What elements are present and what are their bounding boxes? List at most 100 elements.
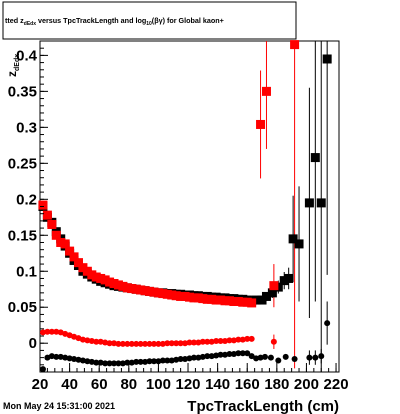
data-point-circle <box>79 336 86 343</box>
data-point-circle <box>306 354 313 361</box>
data-point-circle <box>182 340 189 347</box>
data-point-circle <box>115 360 122 367</box>
title-log-sub: 10 <box>146 21 152 27</box>
data-point-circle <box>195 339 202 346</box>
data-point-circle <box>102 360 109 367</box>
x-tick-label: 200 <box>294 376 319 393</box>
data-point-circle <box>230 351 237 358</box>
axis-ticks-layer <box>39 40 337 373</box>
data-point-circle <box>84 337 91 344</box>
data-point-circle <box>84 358 91 365</box>
data-point-circle <box>244 335 251 342</box>
x-tick-label: 220 <box>324 376 349 393</box>
data-point-circle <box>168 340 175 347</box>
title-z-sub: dEdx <box>24 21 36 27</box>
data-point-circle <box>128 359 135 366</box>
x-tick-label: 80 <box>120 376 137 393</box>
data-point-circle <box>106 360 113 367</box>
data-point-circle <box>159 357 166 364</box>
data-point-circle <box>222 351 229 358</box>
data-point-circle <box>267 354 274 361</box>
data-point-circle <box>88 358 95 365</box>
data-point-circle <box>128 340 135 347</box>
data-point-circle <box>177 340 184 347</box>
data-point-square <box>267 288 277 298</box>
data-point-circle <box>182 356 189 363</box>
data-point-circle <box>282 353 289 360</box>
data-point-circle <box>270 338 277 345</box>
data-point-circle <box>53 328 60 335</box>
data-point-circle <box>164 340 171 347</box>
data-point-square <box>247 298 257 308</box>
data-point-circle <box>150 340 157 347</box>
data-point-circle <box>150 358 157 365</box>
data-point-circle <box>88 338 95 345</box>
data-point-circle <box>239 336 246 343</box>
x-tick-label: 40 <box>61 376 78 393</box>
y-tick-label: 0.25 <box>8 155 37 172</box>
x-axis-title: TpcTrackLength (cm) <box>187 398 339 414</box>
data-point-circle <box>142 358 149 365</box>
x-tick-label: 120 <box>176 376 201 393</box>
data-point-circle <box>119 360 126 367</box>
data-point-circle <box>48 328 55 335</box>
data-point-circle <box>173 356 180 363</box>
y-tick-labels: 0 0.05 0.1 0.15 0.2 0.25 0.3 0.35 0.4 <box>8 47 38 352</box>
data-point-square <box>284 273 294 283</box>
y-tick-label: 0.05 <box>8 299 37 316</box>
data-point-circle <box>159 340 166 347</box>
data-point-circle <box>44 328 51 335</box>
data-point-square <box>310 153 320 163</box>
data-point-square <box>269 281 279 291</box>
y-tick-label: 0.3 <box>16 119 37 136</box>
data-point-square <box>42 210 52 220</box>
y-axis-title-main: z <box>5 71 19 77</box>
data-point-circle <box>226 351 233 358</box>
data-point-circle <box>66 355 73 362</box>
data-point-circle <box>137 340 144 347</box>
data-point-square <box>316 198 326 208</box>
data-point-circle <box>57 353 64 360</box>
data-point-circle <box>312 354 319 361</box>
data-point-square <box>261 291 271 301</box>
data-point-circle <box>226 337 233 344</box>
data-point-circle <box>142 340 149 347</box>
data-point-circle <box>253 355 260 362</box>
data-point-circle <box>195 354 202 361</box>
data-point-square <box>304 198 314 208</box>
data-point-square <box>65 246 75 256</box>
date-stamp: Mon May 24 15:31:00 2021 <box>3 401 115 411</box>
data-point-circle <box>93 338 100 345</box>
y-tick-label: 0.1 <box>16 263 37 280</box>
data-point-circle <box>137 358 144 365</box>
x-tick-label: 20 <box>32 376 49 393</box>
x-tick-labels: 20 40 60 80 100 120 140 160 180 200 220 <box>32 376 349 393</box>
data-point-circle <box>168 357 175 364</box>
data-point-circle <box>186 355 193 362</box>
data-point-circle <box>324 320 331 327</box>
data-point-square <box>47 219 57 229</box>
data-point-square <box>294 239 304 249</box>
data-point-circle <box>204 353 211 360</box>
data-point-circle <box>119 340 126 347</box>
data-point-circle <box>62 354 69 361</box>
data-point-circle <box>53 353 60 360</box>
x-tick-label: 180 <box>264 376 289 393</box>
data-point-circle <box>102 339 109 346</box>
data-point-circle <box>173 340 180 347</box>
data-point-circle <box>248 353 255 360</box>
data-points-layer <box>38 40 332 373</box>
data-point-circle <box>199 338 206 345</box>
data-point-circle <box>318 353 325 360</box>
data-point-circle <box>217 338 224 345</box>
data-point-circle <box>133 340 140 347</box>
data-point-circle <box>115 340 122 347</box>
data-point-circle <box>133 358 140 365</box>
data-point-circle <box>111 340 118 347</box>
y-tick-label: 0 <box>29 335 37 352</box>
data-point-circle <box>222 338 229 345</box>
x-tick-label: 100 <box>146 376 171 393</box>
data-point-circle <box>155 340 162 347</box>
data-point-circle <box>111 360 118 367</box>
